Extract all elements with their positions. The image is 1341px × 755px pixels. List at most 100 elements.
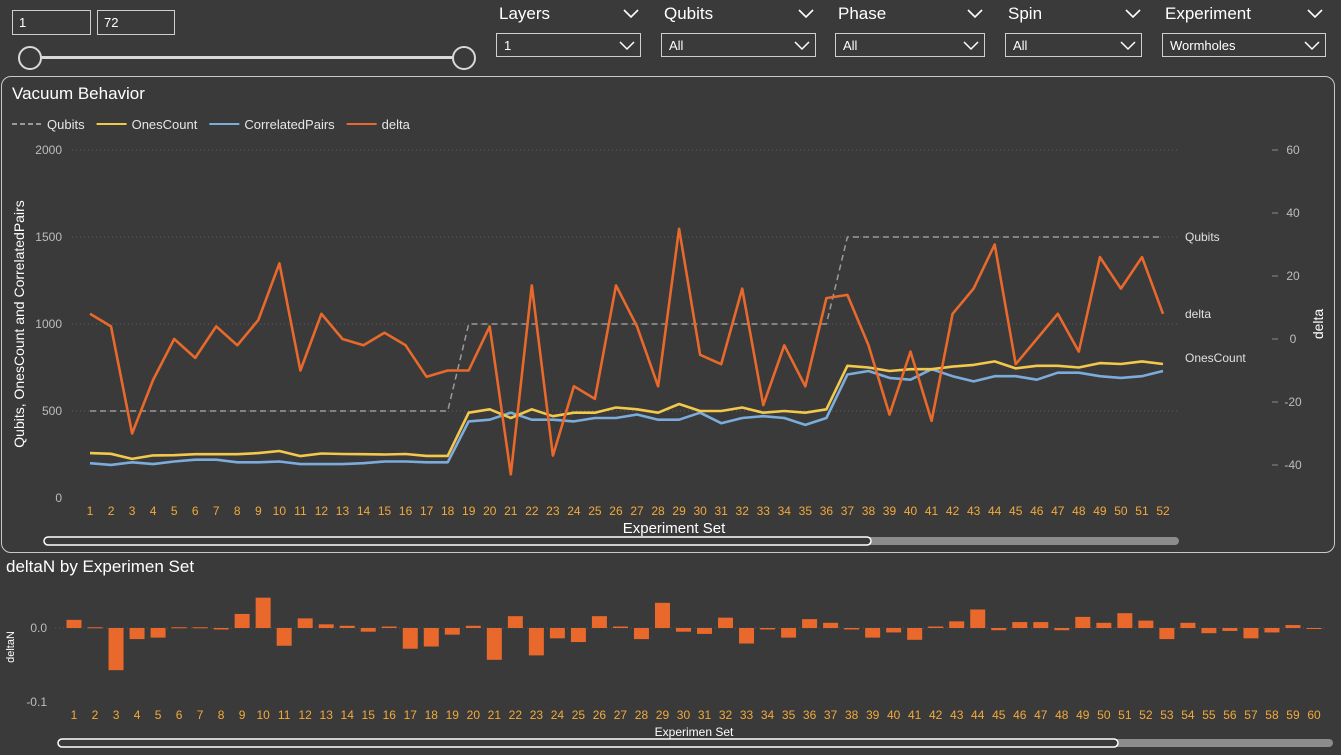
x-tick-label: 53 bbox=[1160, 708, 1174, 722]
chevron-down-icon[interactable] bbox=[797, 6, 815, 20]
x-tick-label: 2 bbox=[108, 504, 115, 518]
x-tick-label: 43 bbox=[950, 708, 964, 722]
bar bbox=[297, 618, 313, 628]
bar bbox=[1033, 622, 1049, 628]
x-tick-label: 3 bbox=[129, 504, 136, 518]
x-tick-label: 60 bbox=[1307, 708, 1321, 722]
x-tick-label: 36 bbox=[803, 708, 817, 722]
chevron-down-icon[interactable] bbox=[966, 6, 984, 20]
bar bbox=[150, 628, 166, 638]
bar bbox=[1159, 628, 1175, 640]
x-tick-label: 59 bbox=[1286, 708, 1300, 722]
chart-scrollbar-thumb bbox=[43, 536, 872, 546]
y-tick-label: -0.1 bbox=[26, 695, 47, 709]
bar bbox=[381, 626, 397, 628]
slicer-value-experiment: Wormholes bbox=[1170, 38, 1236, 53]
x-tick-label: 24 bbox=[567, 504, 581, 518]
x-tick-label: 41 bbox=[908, 708, 922, 722]
bar bbox=[949, 621, 965, 628]
x-tick-label: 17 bbox=[404, 708, 418, 722]
bar bbox=[886, 628, 902, 633]
bar bbox=[87, 627, 103, 629]
bar bbox=[1222, 628, 1238, 631]
bar bbox=[276, 628, 292, 646]
range-max-input[interactable] bbox=[97, 10, 175, 35]
x-tick-label: 7 bbox=[213, 504, 220, 518]
x-tick-label: 28 bbox=[651, 504, 665, 518]
x-axis-title: Experimen Set bbox=[655, 725, 734, 739]
range-slider-track[interactable] bbox=[30, 56, 464, 59]
x-tick-label: 16 bbox=[399, 504, 413, 518]
x-tick-label: 34 bbox=[761, 708, 775, 722]
x-tick-label: 44 bbox=[971, 708, 985, 722]
chevron-down-icon bbox=[963, 41, 979, 51]
chevron-down-icon bbox=[794, 41, 810, 51]
chevron-down-icon[interactable] bbox=[622, 6, 640, 20]
slicer-dropdown-qubits[interactable]: All bbox=[661, 33, 816, 57]
bar-chart-title: deltaN by Experimen Set bbox=[6, 557, 195, 576]
x-tick-label: 23 bbox=[546, 504, 560, 518]
vacuum-behavior-panel bbox=[1, 76, 1335, 553]
x-tick-label: 51 bbox=[1135, 504, 1149, 518]
x-tick-label: 18 bbox=[441, 504, 455, 518]
bar bbox=[991, 628, 1007, 631]
y-right-axis-title: delta bbox=[1310, 309, 1326, 340]
series-line-correlatedpairs bbox=[89, 367, 1164, 467]
chevron-down-icon[interactable] bbox=[1124, 6, 1142, 20]
x-tick-label: 31 bbox=[714, 504, 728, 518]
x-tick-label: 37 bbox=[841, 504, 855, 518]
x-tick-label: 33 bbox=[740, 708, 754, 722]
x-tick-label: 25 bbox=[572, 708, 586, 722]
x-tick-label: 10 bbox=[256, 708, 270, 722]
slicer-dropdown-layers[interactable]: 1 bbox=[496, 33, 641, 57]
x-tick-label: 5 bbox=[155, 708, 162, 722]
bar bbox=[465, 625, 481, 628]
y-right-tick-label: 20 bbox=[1286, 269, 1300, 283]
bar bbox=[844, 628, 860, 630]
x-tick-label: 23 bbox=[530, 708, 544, 722]
x-tick-label: 4 bbox=[150, 504, 157, 518]
slicer-dropdown-spin[interactable]: All bbox=[1005, 33, 1142, 57]
x-tick-label: 4 bbox=[134, 708, 141, 722]
x-tick-label: 36 bbox=[820, 504, 834, 518]
slicer-dropdown-phase[interactable]: All bbox=[835, 33, 985, 57]
range-slider-min-handle[interactable] bbox=[18, 46, 42, 70]
y-axis-title: deltaN bbox=[5, 631, 17, 663]
bar bbox=[360, 628, 376, 632]
x-tick-label: 14 bbox=[357, 504, 371, 518]
chevron-down-icon[interactable] bbox=[1306, 6, 1324, 20]
bar bbox=[928, 626, 944, 628]
x-tick-label: 42 bbox=[929, 708, 943, 722]
x-tick-label: 5 bbox=[171, 504, 178, 518]
x-tick-label: 1 bbox=[87, 504, 94, 518]
bar bbox=[1201, 628, 1217, 634]
x-tick-label: 48 bbox=[1072, 504, 1086, 518]
series-end-label: Qubits bbox=[1185, 230, 1220, 244]
x-tick-label: 13 bbox=[336, 504, 350, 518]
x-tick-label: 10 bbox=[273, 504, 287, 518]
x-tick-label: 35 bbox=[799, 504, 813, 518]
x-tick-label: 49 bbox=[1093, 504, 1107, 518]
x-tick-label: 8 bbox=[234, 504, 241, 518]
y-tick-label: 1500 bbox=[35, 230, 62, 244]
x-tick-label: 55 bbox=[1202, 708, 1216, 722]
bar bbox=[802, 619, 818, 628]
bar bbox=[1096, 622, 1112, 628]
bar bbox=[865, 628, 881, 638]
line-chart-title: Vacuum Behavior bbox=[12, 84, 145, 103]
range-slider-max-handle[interactable] bbox=[452, 46, 476, 70]
series-line-onescount bbox=[89, 360, 1164, 461]
y-right-tick-label: 60 bbox=[1286, 143, 1300, 157]
bar bbox=[507, 616, 523, 628]
x-tick-label: 42 bbox=[946, 504, 960, 518]
slicer-title-qubits: Qubits bbox=[664, 4, 714, 23]
slicer-dropdown-experiment[interactable]: Wormholes bbox=[1162, 33, 1326, 57]
x-tick-label: 43 bbox=[967, 504, 981, 518]
series-end-label: delta bbox=[1185, 307, 1211, 321]
range-min-input[interactable] bbox=[12, 10, 91, 35]
x-tick-label: 56 bbox=[1223, 708, 1237, 722]
x-tick-label: 45 bbox=[1009, 504, 1023, 518]
chevron-down-icon bbox=[619, 41, 635, 51]
bar bbox=[255, 597, 271, 628]
series-end-label: OnesCount bbox=[1185, 351, 1246, 365]
